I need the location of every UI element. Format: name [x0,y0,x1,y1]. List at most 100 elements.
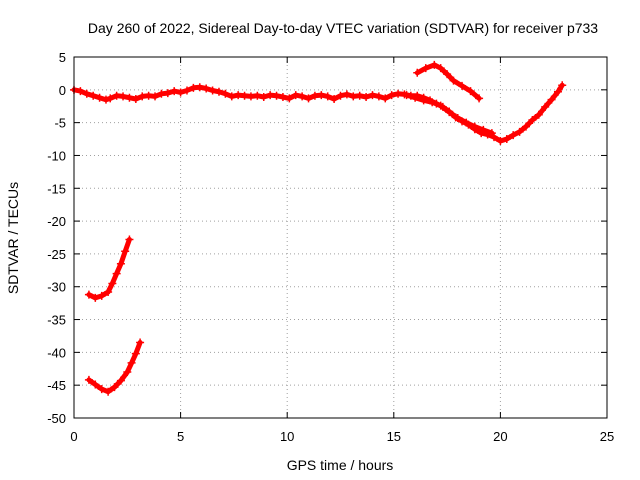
data-point [278,93,287,102]
data-point [110,383,119,392]
series-line [86,340,143,395]
data-point [374,92,383,101]
data-point [116,259,125,268]
data-point [547,95,556,104]
data-point [470,122,479,131]
data-point [541,102,550,111]
x-tick-label: 10 [280,429,294,444]
data-point [253,91,262,100]
data-point [125,235,134,244]
data-point [466,87,475,96]
data-point [182,86,191,95]
data-point [521,122,530,131]
data-point [104,387,113,396]
y-tick-label: -40 [47,345,66,360]
data-point [89,91,98,100]
data-point [428,98,437,107]
data-point [101,95,110,104]
data-point [509,131,518,140]
data-point [119,92,128,101]
data-point [515,127,524,136]
data-point [285,94,294,103]
data-point [291,91,300,100]
data-point [462,118,471,127]
x-tick-label: 15 [387,429,401,444]
x-tick-label: 25 [600,429,614,444]
data-point [528,116,537,125]
data-point [355,91,364,100]
data-point [84,290,93,299]
series-arc-lower-2 [84,338,145,396]
data-point [323,92,332,101]
data-point [121,247,130,256]
y-tick-label: -35 [47,313,66,328]
x-tick-label: 20 [493,429,507,444]
data-point [487,129,496,138]
data-point [112,269,121,278]
data-point [76,87,85,96]
data-point [419,96,428,105]
data-point [221,89,230,98]
data-point [534,110,543,119]
y-tick-label: -5 [54,116,66,131]
data-point [445,108,454,117]
y-tick-label: 5 [59,50,66,65]
data-point [227,92,236,101]
data-point [163,89,172,98]
data-point [91,380,100,389]
data-point [176,88,185,97]
data-point [272,91,281,100]
data-point [381,94,390,103]
data-point [104,287,113,296]
data-point [421,64,430,73]
data-point [402,91,411,100]
data-point [496,137,505,146]
data-point [95,93,104,102]
data-point [127,358,136,367]
data-point [436,101,445,110]
series-arc-upper [413,60,484,103]
data-point [131,349,140,358]
data-point [208,86,217,95]
data-point [558,81,567,90]
y-tick-label: -30 [47,280,66,295]
data-point [502,135,511,144]
data-point [131,95,140,104]
data-point [436,64,445,73]
data-point [430,60,439,69]
data-point [475,94,484,103]
y-tick-label: -10 [47,148,66,163]
data-point [170,87,179,96]
data-point [443,70,452,79]
data-point [125,93,134,102]
data-point [298,92,307,101]
data-point [97,291,106,300]
data-point [82,89,91,98]
data-point [453,114,462,123]
data-point [553,87,562,96]
x-axis-label: GPS time / hours [287,457,394,473]
data-point [413,68,422,77]
data-point [411,93,420,102]
grid [74,57,607,418]
data-point [387,91,396,100]
data-point [116,376,125,385]
data-point [259,93,268,102]
chart-title: Day 260 of 2022, Sidereal Day-to-day VTE… [88,20,598,36]
y-tick-label: -20 [47,214,66,229]
data-point [91,293,100,302]
data-point [123,368,132,377]
data-point [317,91,326,100]
series-arc-second [402,91,496,138]
data-point [479,125,488,134]
y-tick-label: 0 [59,83,66,98]
data-point [342,90,351,99]
data-point [458,81,467,90]
data-point [195,83,204,92]
data-point [362,93,371,102]
data-point [449,76,458,85]
data-point [106,94,115,103]
y-tick-label: -15 [47,181,66,196]
